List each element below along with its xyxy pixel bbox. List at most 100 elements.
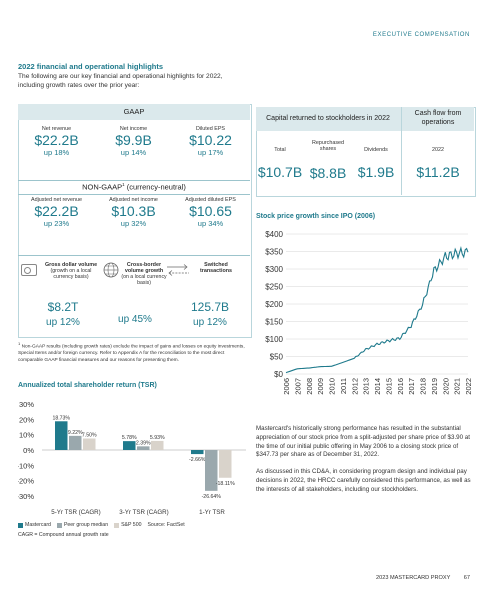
metric-label: Net income bbox=[119, 126, 148, 132]
metric-value: $8.8B bbox=[309, 165, 347, 181]
x-tick-label: 2016 bbox=[396, 378, 405, 395]
metric-growth: up 18% bbox=[43, 148, 70, 157]
y-tick-label: $100 bbox=[265, 335, 283, 344]
page-footer: 2023 MASTERCARD PROXY 67 bbox=[376, 575, 470, 581]
y-tick-label: -20% bbox=[18, 477, 34, 486]
section-title: 2022 financial and operational highlight… bbox=[18, 62, 164, 71]
paragraph-1: Mastercard's historically strong perform… bbox=[256, 425, 470, 459]
metric-growth: up 34% bbox=[197, 219, 224, 228]
metric-value: $10.22 bbox=[189, 132, 232, 148]
metric-growth: up 12% bbox=[193, 317, 227, 328]
gaap-header: GAAP bbox=[18, 104, 250, 120]
x-tick-label: 2013 bbox=[362, 378, 371, 395]
y-tick-label: 20% bbox=[19, 415, 34, 424]
metric-value: 125.7B bbox=[190, 300, 230, 314]
category-label: 1-Yr TSR bbox=[199, 509, 225, 516]
metric-label: Dividends bbox=[364, 147, 388, 153]
metric-sublabel: (on a local currency basis) bbox=[121, 274, 167, 286]
metric-value: $9.9B bbox=[115, 132, 152, 148]
capital-header bbox=[256, 107, 474, 131]
metric-label: Gross dollar volume bbox=[44, 262, 98, 268]
capital-repurchased: Repurchased shares $8.8B bbox=[304, 140, 352, 181]
cross-border-values: up 45% bbox=[100, 314, 170, 325]
y-tick-label: $150 bbox=[265, 318, 283, 327]
gaap-diluted-eps: Diluted EPS $10.22 up 17% bbox=[172, 126, 249, 157]
metric-value: $11.2B bbox=[416, 164, 460, 180]
cash-flow-2022: 2022 $11.2B bbox=[402, 140, 474, 180]
x-tick-label: 2006 bbox=[282, 378, 291, 395]
x-tick-label: 2020 bbox=[441, 378, 450, 395]
category-label: 3-Yr TSR (CAGR) bbox=[119, 509, 168, 516]
x-tick-label: 2011 bbox=[339, 378, 348, 394]
tsr-legend: Mastercard Peer group median S&P 500 Sou… bbox=[18, 522, 185, 528]
metric-label: Adjusted diluted EPS bbox=[185, 197, 236, 203]
x-tick-label: 2015 bbox=[384, 378, 393, 395]
bar-s-p-500 bbox=[219, 450, 232, 478]
x-tick-label: 2021 bbox=[453, 378, 462, 395]
legend-item-peer: Peer group median bbox=[56, 522, 108, 528]
data-label: 2.39% bbox=[136, 440, 151, 446]
data-label: 5.78% bbox=[122, 435, 137, 441]
y-tick-label: -30% bbox=[18, 492, 34, 501]
metric-label: Net revenue bbox=[41, 126, 72, 132]
gaap-heading: GAAP bbox=[123, 107, 145, 116]
gaap-net-revenue: Net revenue $22.2B up 18% bbox=[18, 126, 95, 157]
y-tick-label: $400 bbox=[265, 230, 283, 239]
y-tick-label: -10% bbox=[18, 461, 34, 470]
divider bbox=[18, 194, 250, 195]
metric-label: Cross-border volume growth bbox=[124, 262, 164, 274]
arrows-icon bbox=[167, 264, 189, 276]
y-tick-label: $50 bbox=[270, 353, 284, 362]
metric-label: Total bbox=[274, 147, 286, 153]
footnote-text: Non-GAAP results (including growth rates… bbox=[18, 344, 245, 363]
metric-growth: up 14% bbox=[120, 148, 147, 157]
data-label: -18.11% bbox=[216, 481, 235, 487]
y-tick-label: $350 bbox=[265, 248, 283, 257]
data-label: 9.22% bbox=[68, 430, 83, 436]
y-tick-label: 30% bbox=[19, 400, 34, 409]
data-label: 5.93% bbox=[150, 435, 165, 441]
x-tick-label: 2017 bbox=[407, 378, 416, 395]
tsr-chart: 30% 20% 10% 0% -10% -20% -30% 18.73% 9.22% 7.50% 5… bbox=[18, 400, 246, 516]
paragraph-2: As discussed in this CD&A, in considerin… bbox=[256, 468, 471, 493]
metric-value: $22.2B bbox=[34, 203, 79, 219]
switched-transactions: Switched transactions bbox=[194, 262, 238, 274]
metric-label: Diluted EPS bbox=[195, 126, 226, 132]
gross-dollar-volume: Gross dollar volume (growth on a local c… bbox=[40, 262, 102, 280]
tsr-title: Annualized total shareholder return (TSR… bbox=[18, 382, 157, 389]
cross-border-volume: Cross-border volume growth (on a local c… bbox=[117, 262, 171, 286]
x-tick-label: 2009 bbox=[316, 378, 325, 395]
metric-growth: up 23% bbox=[43, 219, 70, 228]
y-tick-label: 10% bbox=[19, 431, 34, 440]
gaap-row: Net revenue $22.2B up 18% Net income $9.… bbox=[18, 124, 250, 178]
x-tick-label: 2008 bbox=[305, 378, 314, 395]
data-label: 18.73% bbox=[52, 415, 70, 421]
capital-title: Capital returned to stockholders in 2022 bbox=[266, 115, 390, 122]
stock-chart-title: Stock price growth since IPO (2006) bbox=[256, 213, 376, 220]
intro-text: The following are our key financial and … bbox=[18, 73, 223, 89]
bar-peer-group-median bbox=[69, 435, 82, 450]
x-tick-label: 2012 bbox=[350, 378, 359, 395]
x-tick-label: 2014 bbox=[373, 378, 382, 395]
metric-label: Switched transactions bbox=[199, 262, 233, 274]
legend-item-sp500: S&P 500 bbox=[114, 522, 141, 528]
nongaap-row: Adjusted net revenue $22.2B up 23% Adjus… bbox=[18, 197, 250, 251]
footer-text: 2023 MASTERCARD PROXY bbox=[376, 575, 451, 581]
x-tick-label: 2007 bbox=[293, 378, 302, 395]
metric-label: Adjusted net income bbox=[109, 197, 158, 203]
metric-value: $10.65 bbox=[189, 203, 232, 219]
metric-label: Adjusted net revenue bbox=[31, 197, 82, 203]
footnote: 1 Non-GAAP results (including growth rat… bbox=[18, 341, 250, 364]
x-tick-label: 2010 bbox=[328, 378, 337, 395]
y-tick-label: $0 bbox=[274, 370, 283, 379]
data-label: -26.64% bbox=[202, 494, 222, 500]
stock-price-line bbox=[285, 245, 469, 374]
card-icon bbox=[21, 264, 37, 276]
nongaap-net-revenue: Adjusted net revenue $22.2B up 23% bbox=[18, 197, 95, 228]
metric-value: $10.3B bbox=[111, 203, 156, 219]
nongaap-net-income: Adjusted net income $10.3B up 32% bbox=[95, 197, 172, 228]
divider bbox=[401, 107, 402, 195]
bar-mastercard bbox=[55, 421, 68, 450]
metric-growth: up 17% bbox=[197, 148, 224, 157]
bar-s-p-500 bbox=[83, 438, 96, 450]
